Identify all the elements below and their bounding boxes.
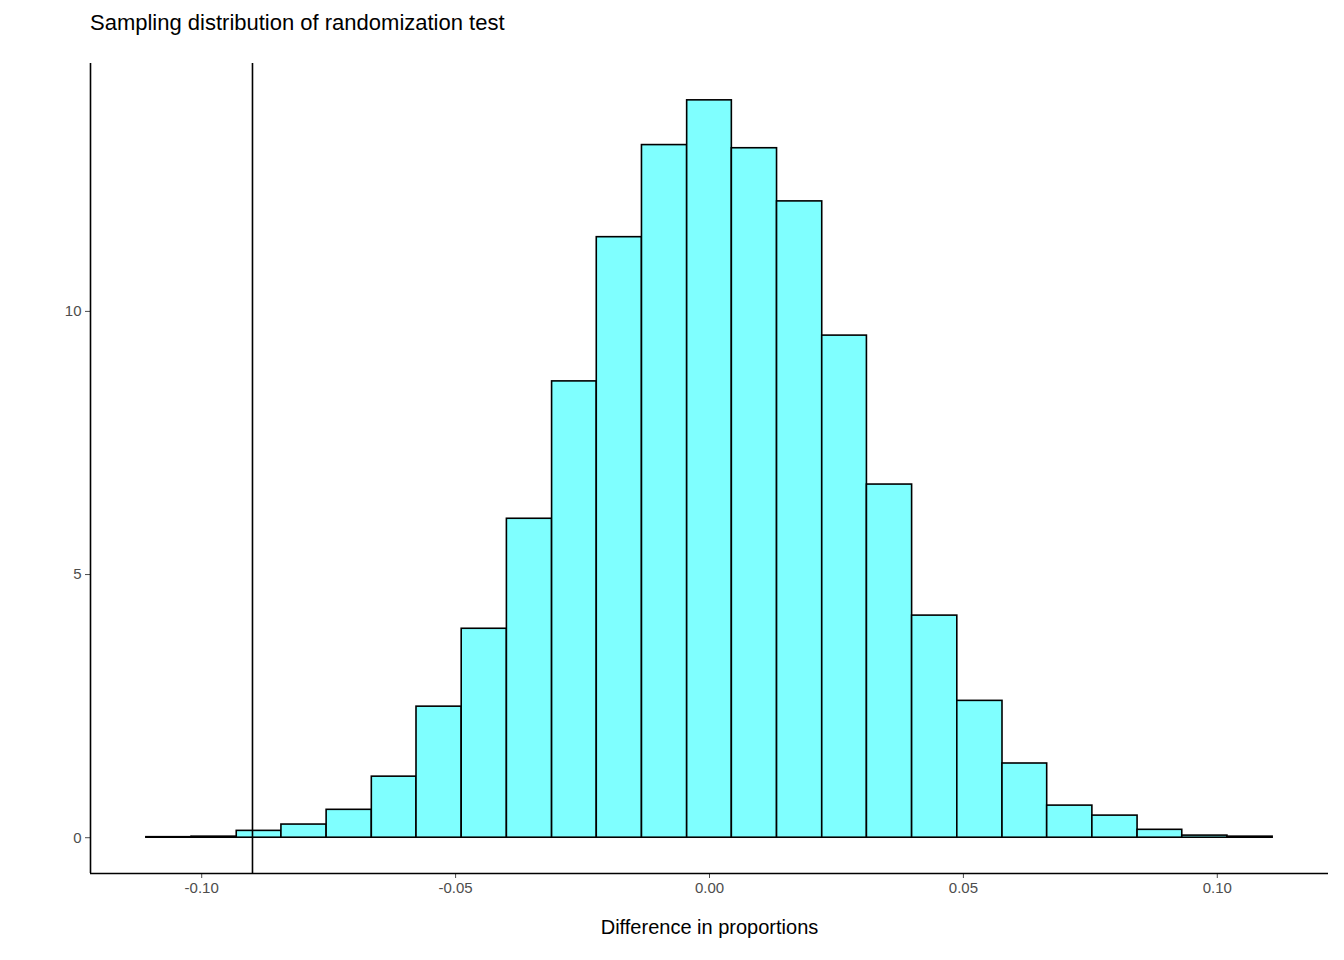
svg-text:0: 0	[73, 829, 81, 846]
svg-text:0.05: 0.05	[949, 879, 978, 896]
svg-text:Difference in proportions: Difference in proportions	[601, 916, 819, 938]
svg-text:0.10: 0.10	[1203, 879, 1232, 896]
html-text:Sampling distribution of rando: Sampling distribution of randomization t…	[90, 10, 505, 35]
svg-text:-0.10: -0.10	[185, 879, 219, 896]
svg-text:-0.05: -0.05	[439, 879, 473, 896]
svg-text:0.00: 0.00	[695, 879, 724, 896]
svg-text:10: 10	[65, 302, 82, 319]
svg-text:5: 5	[73, 565, 81, 582]
